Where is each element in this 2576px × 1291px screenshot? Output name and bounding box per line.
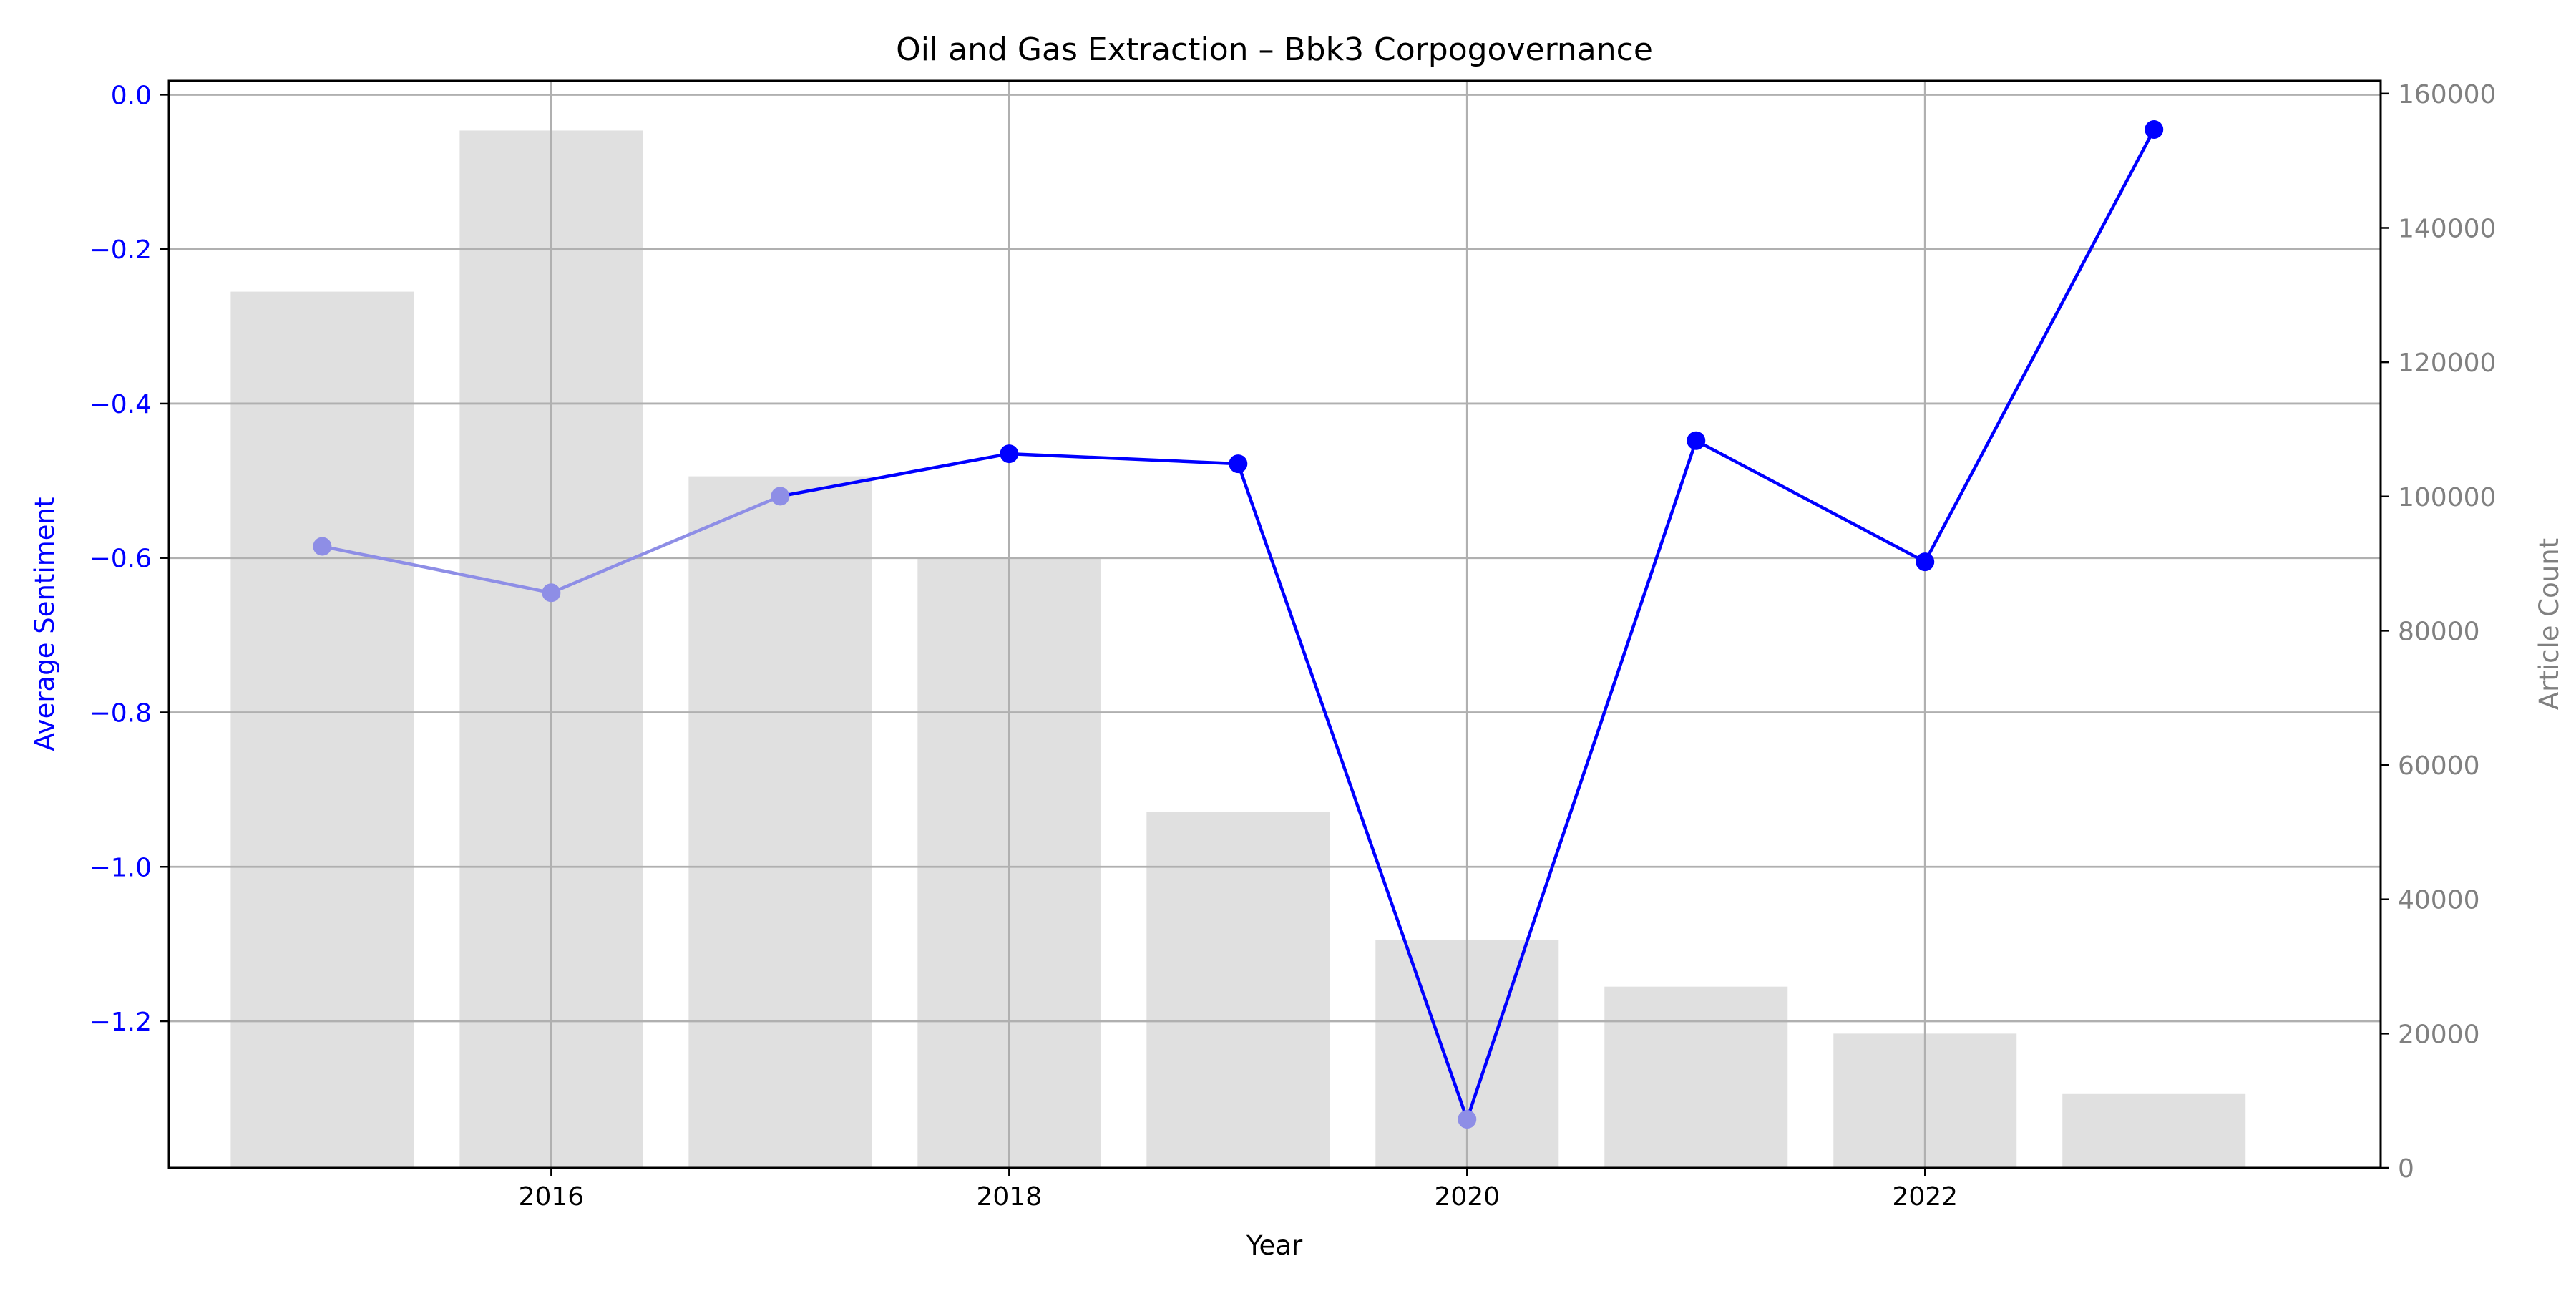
right-tick-label: 0 <box>2398 1154 2414 1184</box>
left-tick-label: −0.4 <box>89 390 152 419</box>
left-tick-label: 0.0 <box>111 81 152 110</box>
article-count-bar <box>230 291 414 1168</box>
x-tick-label: 2016 <box>519 1182 585 1212</box>
right-tick-label: 140000 <box>2398 214 2496 243</box>
chart-title: Oil and Gas Extraction – Bbk3 Corpogover… <box>896 31 1653 68</box>
sentiment-point <box>1916 552 1935 572</box>
left-axis-title: Average Sentiment <box>29 497 60 751</box>
sentiment-point <box>1458 1110 1477 1129</box>
article-count-bar <box>1146 812 1330 1168</box>
sentiment-line-segment <box>1008 452 1240 466</box>
ticks-layer: 2016 2018 2020 2022 0.0 −0.2 −0.4 −0.6 −0.8 −1.0 −… <box>89 80 2497 1212</box>
article-count-bar <box>688 476 872 1168</box>
grid-layer <box>169 81 2381 1168</box>
article-count-bar <box>2062 1093 2246 1168</box>
sentiment-point <box>542 583 561 603</box>
bars-layer <box>230 130 2246 1168</box>
sentiment-point <box>1229 454 1248 474</box>
left-tick-label: −1.0 <box>89 853 152 882</box>
right-tick-label: 120000 <box>2398 349 2496 378</box>
left-tick-label: −0.6 <box>89 545 152 574</box>
sentiment-line-segment <box>550 495 782 595</box>
left-tick-label: −0.2 <box>89 235 152 265</box>
sentiment-line-segment <box>321 545 553 595</box>
article-count-bar <box>1604 986 1788 1168</box>
right-axis-title: Article Count <box>2534 538 2565 710</box>
right-tick-label: 40000 <box>2398 886 2480 915</box>
right-tick-label: 100000 <box>2398 483 2496 512</box>
plot-frame <box>167 79 2382 1169</box>
sentiment-line-segment <box>1923 127 2156 564</box>
sentiment-point <box>771 487 790 506</box>
right-tick-label: 20000 <box>2398 1020 2480 1049</box>
sentiment-line-segment <box>1236 462 1469 1121</box>
x-tick-label: 2020 <box>1434 1182 1500 1212</box>
sentiment-point <box>1000 444 1019 464</box>
right-tick-label: 80000 <box>2398 617 2480 646</box>
right-tick-label: 160000 <box>2398 80 2496 109</box>
sentiment-point <box>2145 120 2164 139</box>
x-axis-title: Year <box>1246 1230 1303 1261</box>
sentiment-line-layer <box>313 120 2164 1129</box>
x-tick-label: 2022 <box>1892 1182 1958 1212</box>
left-tick-label: −1.2 <box>89 1008 152 1037</box>
right-tick-label: 60000 <box>2398 751 2480 781</box>
left-tick-label: −0.8 <box>89 698 152 728</box>
x-tick-label: 2018 <box>977 1182 1043 1212</box>
sentiment-line-segment <box>1694 439 1927 564</box>
plot-frame-border <box>167 79 2382 1169</box>
sentiment-line-segment <box>1465 439 1698 1121</box>
sentiment-point <box>1687 431 1706 450</box>
sentiment-point <box>313 537 332 556</box>
sentiment-line-segment <box>779 452 1011 498</box>
